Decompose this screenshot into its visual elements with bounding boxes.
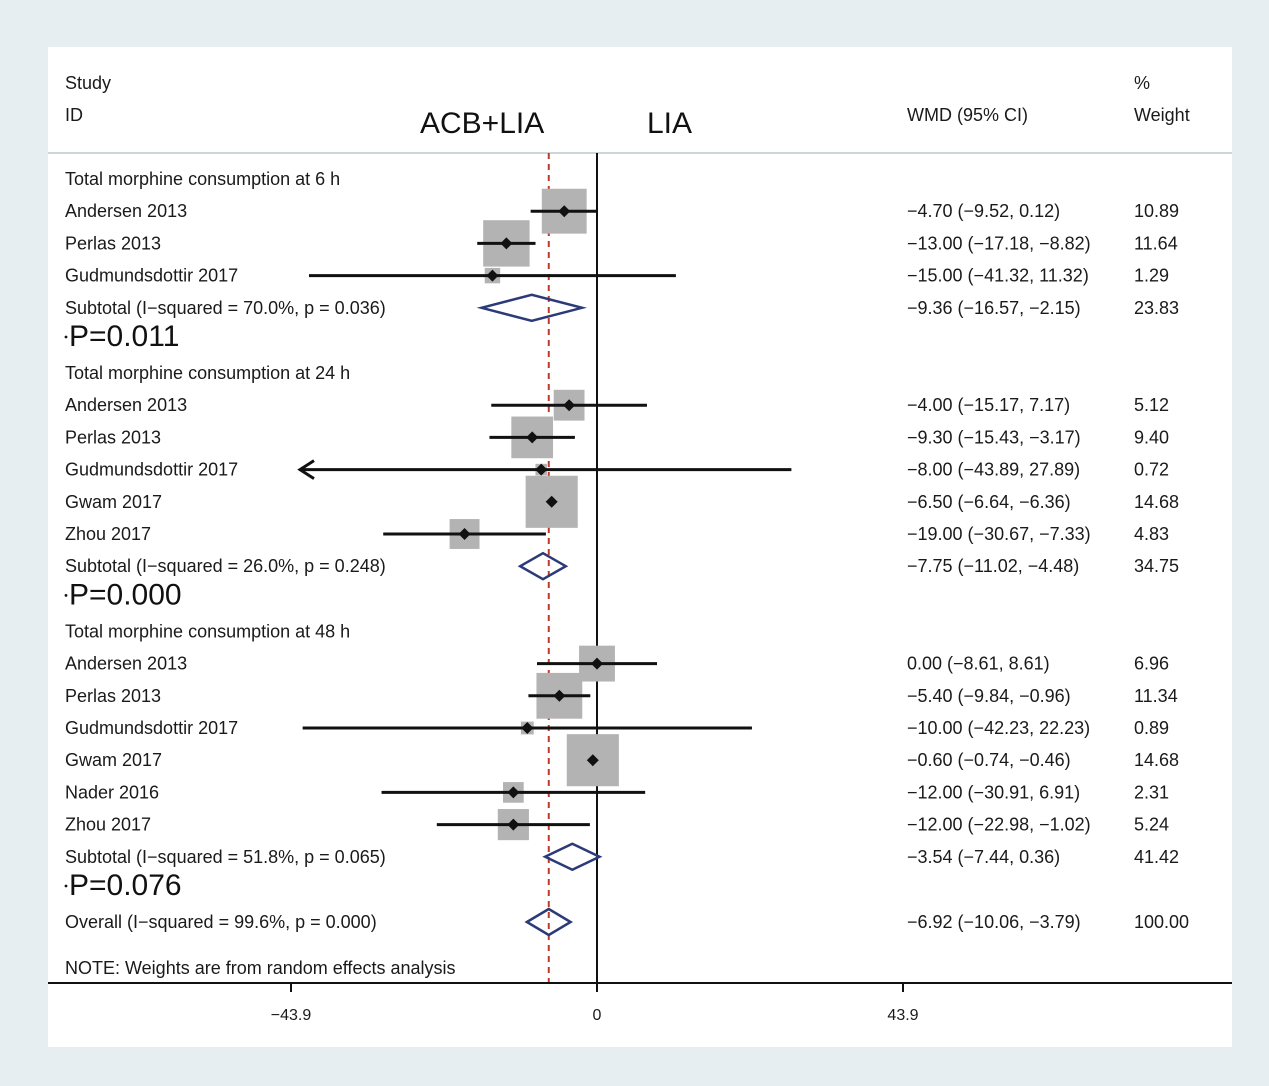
weight-value: 14.68 xyxy=(1134,750,1179,770)
subtotal-diamond xyxy=(542,842,603,872)
study-label: Andersen 2013 xyxy=(65,654,187,674)
left-group-label: ACB+LIA xyxy=(420,107,544,140)
subtotal-label: Subtotal (I−squared = 70.0%, p = 0.036) xyxy=(65,298,386,318)
weight-value: 0.72 xyxy=(1134,460,1169,480)
point-estimate xyxy=(563,399,576,412)
subtotal-diamond xyxy=(517,551,569,581)
effect-ci-text: 0.00 (−8.61, 8.61) xyxy=(907,654,1050,674)
header-study: Study xyxy=(65,73,111,93)
header-percent: % xyxy=(1134,73,1150,93)
weight-value: 0.89 xyxy=(1134,718,1169,738)
p-value-dot xyxy=(64,335,68,339)
study-label: Gudmundsdottir 2017 xyxy=(65,718,238,738)
weight-value: 41.42 xyxy=(1134,847,1179,867)
subgroup-p-value: P=0.011 xyxy=(69,320,179,353)
point-estimate xyxy=(591,657,603,670)
weight-value: 34.75 xyxy=(1134,556,1179,576)
weight-value: 5.12 xyxy=(1134,395,1169,415)
ci-arrow xyxy=(297,459,315,480)
study-label: Andersen 2013 xyxy=(65,395,187,415)
study-label: Perlas 2013 xyxy=(65,686,161,706)
study-label: Gudmundsdottir 2017 xyxy=(65,460,238,480)
study-label: Gwam 2017 xyxy=(65,492,162,512)
group-heading: Total morphine consumption at 48 h xyxy=(65,621,350,641)
study-label: Zhou 2017 xyxy=(65,815,151,835)
study-label: Nader 2016 xyxy=(65,782,159,802)
weight-value: 100.00 xyxy=(1134,912,1189,932)
point-estimate xyxy=(586,754,599,767)
study-label: Andersen 2013 xyxy=(65,201,187,221)
effect-ci-text: −7.75 (−11.02, −4.48) xyxy=(907,556,1079,576)
effect-ci-text: −4.00 (−15.17, 7.17) xyxy=(907,395,1070,415)
effect-ci-text: −6.50 (−6.64, −6.36) xyxy=(907,492,1071,512)
effect-ci-text: −15.00 (−41.32, 11.32) xyxy=(907,266,1089,286)
effect-ci-text: −9.36 (−16.57, −2.15) xyxy=(907,298,1081,318)
subgroup-p-value: P=0.000 xyxy=(69,578,182,611)
weight-value: 10.89 xyxy=(1134,201,1179,221)
point-estimate xyxy=(507,818,520,831)
effect-ci-text: −9.30 (−15.43, −3.17) xyxy=(907,427,1081,447)
weight-value: 4.83 xyxy=(1134,524,1169,544)
x-tick-label: 0 xyxy=(593,1007,602,1024)
overall-label: Overall (I−squared = 99.6%, p = 0.000) xyxy=(65,912,377,932)
effect-ci-text: −6.92 (−10.06, −3.79) xyxy=(907,912,1081,932)
p-value-dot xyxy=(64,594,68,597)
point-estimate xyxy=(553,689,566,702)
weight-value: 5.24 xyxy=(1134,815,1169,835)
study-label: Zhou 2017 xyxy=(65,524,151,544)
subtotal-diamond xyxy=(476,293,588,323)
effect-ci-text: −5.40 (−9.84, −0.96) xyxy=(907,686,1071,706)
header-id: ID xyxy=(65,105,83,125)
forest-plot-panel xyxy=(48,47,1232,1047)
effect-ci-text: −12.00 (−22.98, −1.02) xyxy=(907,815,1091,835)
point-estimate xyxy=(500,237,513,250)
point-estimate xyxy=(526,431,539,444)
weight-value: 9.40 xyxy=(1134,427,1169,447)
overall-diamond xyxy=(524,907,574,937)
x-tick-label: −43.9 xyxy=(271,1007,312,1024)
header-effect: WMD (95% CI) xyxy=(907,105,1028,125)
weight-value: 1.29 xyxy=(1134,266,1169,286)
effect-ci-text: −8.00 (−43.89, 27.89) xyxy=(907,460,1080,480)
subtotal-label: Subtotal (I−squared = 26.0%, p = 0.248) xyxy=(65,556,386,576)
point-estimate xyxy=(535,463,548,476)
subtotal-label: Subtotal (I−squared = 51.8%, p = 0.065) xyxy=(65,847,386,867)
study-label: Perlas 2013 xyxy=(65,233,161,253)
point-estimate xyxy=(458,528,471,540)
subgroup-p-value: P=0.076 xyxy=(69,869,182,902)
weight-value: 11.34 xyxy=(1134,686,1178,706)
effect-ci-text: −12.00 (−30.91, 6.91) xyxy=(907,782,1080,802)
effect-ci-text: −3.54 (−7.44, 0.36) xyxy=(907,847,1060,867)
study-label: Gudmundsdottir 2017 xyxy=(65,266,238,286)
group-heading: Total morphine consumption at 24 h xyxy=(65,363,350,383)
effect-ci-text: −19.00 (−30.67, −7.33) xyxy=(907,524,1091,544)
group-heading: Total morphine consumption at 6 h xyxy=(65,169,340,189)
weight-value: 6.96 xyxy=(1134,654,1169,674)
effect-ci-text: −10.00 (−42.23, 22.23) xyxy=(907,718,1090,738)
point-estimate xyxy=(558,205,571,218)
point-estimate xyxy=(507,786,520,799)
effect-ci-text: −0.60 (−0.74, −0.46) xyxy=(907,750,1071,770)
effect-ci-text: −13.00 (−17.18, −8.82) xyxy=(907,233,1091,253)
point-estimate xyxy=(486,269,499,282)
study-label: Gwam 2017 xyxy=(65,750,162,770)
point-estimate xyxy=(545,495,558,508)
point-estimate xyxy=(521,722,534,734)
weight-value: 23.83 xyxy=(1134,298,1179,318)
header-weight: Weight xyxy=(1134,105,1190,125)
weight-value: 11.64 xyxy=(1134,233,1178,253)
p-value-dot xyxy=(64,884,68,888)
right-group-label: LIA xyxy=(647,107,692,140)
weight-value: 2.31 xyxy=(1134,782,1169,802)
effect-ci-text: −4.70 (−9.52, 0.12) xyxy=(907,201,1060,221)
weights-note: NOTE: Weights are from random effects an… xyxy=(65,958,455,978)
weight-value: 14.68 xyxy=(1134,492,1179,512)
x-tick-label: 43.9 xyxy=(887,1007,918,1024)
forest-rows: −43.9 0 43.9 Total morphine consumption at … xyxy=(48,153,1232,1024)
study-label: Perlas 2013 xyxy=(65,427,161,447)
